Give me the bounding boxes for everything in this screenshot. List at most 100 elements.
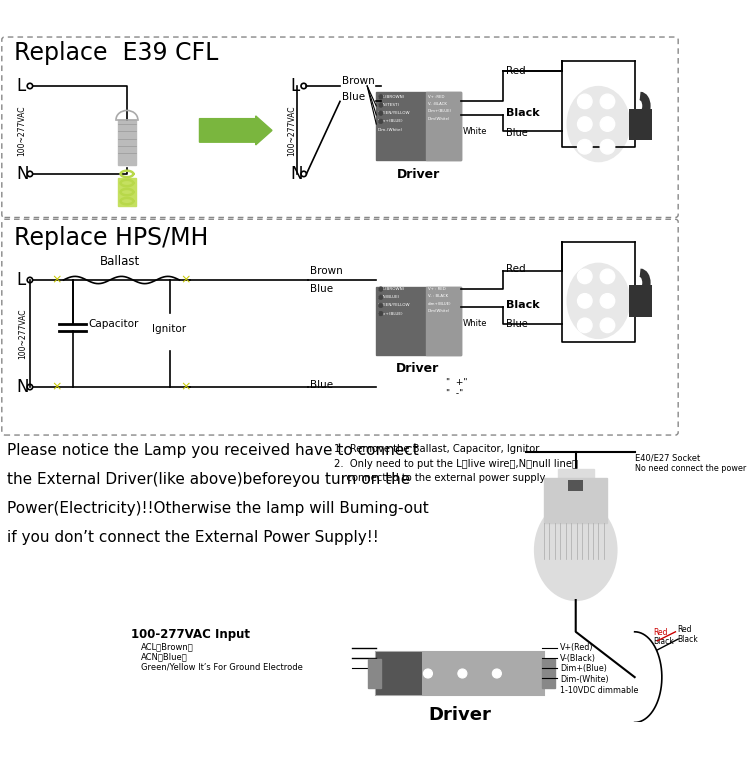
Text: Driver: Driver [428,706,491,724]
Text: Dim+(BLUE): Dim+(BLUE) [378,312,404,315]
Text: Brown: Brown [310,266,342,276]
Bar [557,469,594,482]
Bar [368,659,381,688]
Text: Please notice the Lamp you received have to connect: Please notice the Lamp you received have… [8,443,419,458]
Text: Black: Black [506,300,539,310]
Text: L: L [17,271,26,289]
Text: Blue: Blue [506,318,528,328]
Text: 1-10VDC dimmable: 1-10VDC dimmable [560,686,638,695]
Text: ACL（Brown）: ACL（Brown） [140,643,193,651]
Text: Red: Red [677,625,692,635]
Text: Driver: Driver [397,168,440,181]
Bar [376,92,460,160]
Text: Red: Red [506,264,526,274]
Text: Blue: Blue [310,284,333,294]
Circle shape [600,318,615,333]
Bar [118,179,136,206]
Bar [629,109,652,141]
Text: E40/E27 Socket: E40/E27 Socket [635,453,700,462]
Text: V-(Black): V-(Black) [560,654,596,663]
Circle shape [578,293,592,308]
Bar [569,480,583,491]
Circle shape [379,287,383,291]
Text: ACN（Blue）: ACN（Blue） [140,653,187,662]
Text: Black: Black [506,108,539,119]
Text: Dim(White): Dim(White) [428,116,451,121]
Text: 2.  Only need to put the L（live wire）,N（null line）: 2. Only need to put the L（live wire）,N（n… [333,458,578,469]
Circle shape [578,94,592,109]
Text: ×: × [180,274,191,287]
Text: White: White [463,319,487,328]
Text: dim+(BLUE): dim+(BLUE) [428,302,451,306]
Text: Blue: Blue [506,128,528,138]
Circle shape [600,94,615,109]
Text: White: White [463,127,487,136]
Text: Driver: Driver [397,362,439,375]
Text: ACL(BROWN): ACL(BROWN) [378,287,406,291]
Circle shape [458,669,467,678]
Bar [118,119,136,165]
Text: ×: × [51,381,62,394]
Text: Blue: Blue [310,380,333,390]
Bar [376,287,460,355]
Bar [426,92,460,160]
Circle shape [600,293,615,308]
Text: V- :BLACK: V- :BLACK [428,102,447,106]
Text: Dim(White): Dim(White) [428,309,451,313]
Text: 100~277VAC: 100~277VAC [288,105,297,156]
Text: Black: Black [677,635,698,644]
Text: Dimmer: Dimmer [396,192,435,202]
Text: Ignitor: Ignitor [152,324,186,334]
Circle shape [424,669,433,678]
Text: Red: Red [653,629,668,637]
Text: Replace HPS/MH: Replace HPS/MH [14,226,208,249]
Text: Dim+(Blue): Dim+(Blue) [560,664,608,673]
Text: L: L [17,77,26,95]
Circle shape [379,94,383,99]
Circle shape [578,318,592,333]
Circle shape [379,303,383,308]
Text: N: N [290,165,303,183]
Text: Dim+(BLUE): Dim+(BLUE) [428,109,452,113]
Text: connected to the external power supply: connected to the external power supply [333,473,545,483]
Text: GREEN/YELLOW: GREEN/YELLOW [378,111,411,116]
Text: ×: × [51,274,62,287]
Circle shape [379,119,383,124]
Text: "  +": " +" [446,378,468,387]
Text: V+ :RED: V+ :RED [428,95,445,99]
Bar [54,260,185,296]
Text: N: N [17,378,29,396]
Ellipse shape [568,264,629,338]
Circle shape [600,117,615,131]
Text: if you don’t connect the External Power Supply!!: if you don’t connect the External Power … [8,530,379,545]
Bar [426,287,460,355]
Ellipse shape [535,500,617,600]
Circle shape [578,269,592,283]
Circle shape [379,312,383,316]
Text: Green/Yellow It’s For Ground Electrode: Green/Yellow It’s For Ground Electrode [140,663,303,672]
Text: Brown: Brown [342,77,375,87]
Text: Replace  E39 CFL: Replace E39 CFL [14,40,218,65]
Text: 100-277VAC Input: 100-277VAC Input [131,629,251,641]
Text: ACN(BLUE): ACN(BLUE) [378,295,400,299]
FancyBboxPatch shape [2,37,678,217]
Circle shape [578,140,592,154]
Bar [376,652,544,695]
Bar [390,189,440,206]
Text: the External Driver(like above)beforeyou turn on the: the External Driver(like above)beforeyou… [8,472,411,487]
Text: "  -": " -" [446,389,463,397]
Text: Dim+(BLUE): Dim+(BLUE) [378,119,404,123]
Text: ×: × [180,381,191,394]
Text: 1.  Remove the Ballast, Capacitor, Ignitor: 1. Remove the Ballast, Capacitor, Ignito… [333,444,539,454]
Bar [544,478,608,523]
Circle shape [379,111,383,116]
Bar [376,652,421,695]
Text: No need connect the power: No need connect the power [635,464,746,473]
Text: GREEN/YELLOW: GREEN/YELLOW [378,303,411,307]
Text: Capacitor: Capacitor [89,318,139,328]
Text: Blue: Blue [342,92,365,102]
Bar [629,286,652,317]
Bar [390,396,440,414]
Text: ACL(BROWN): ACL(BROWN) [378,95,406,99]
Bar [542,659,555,688]
